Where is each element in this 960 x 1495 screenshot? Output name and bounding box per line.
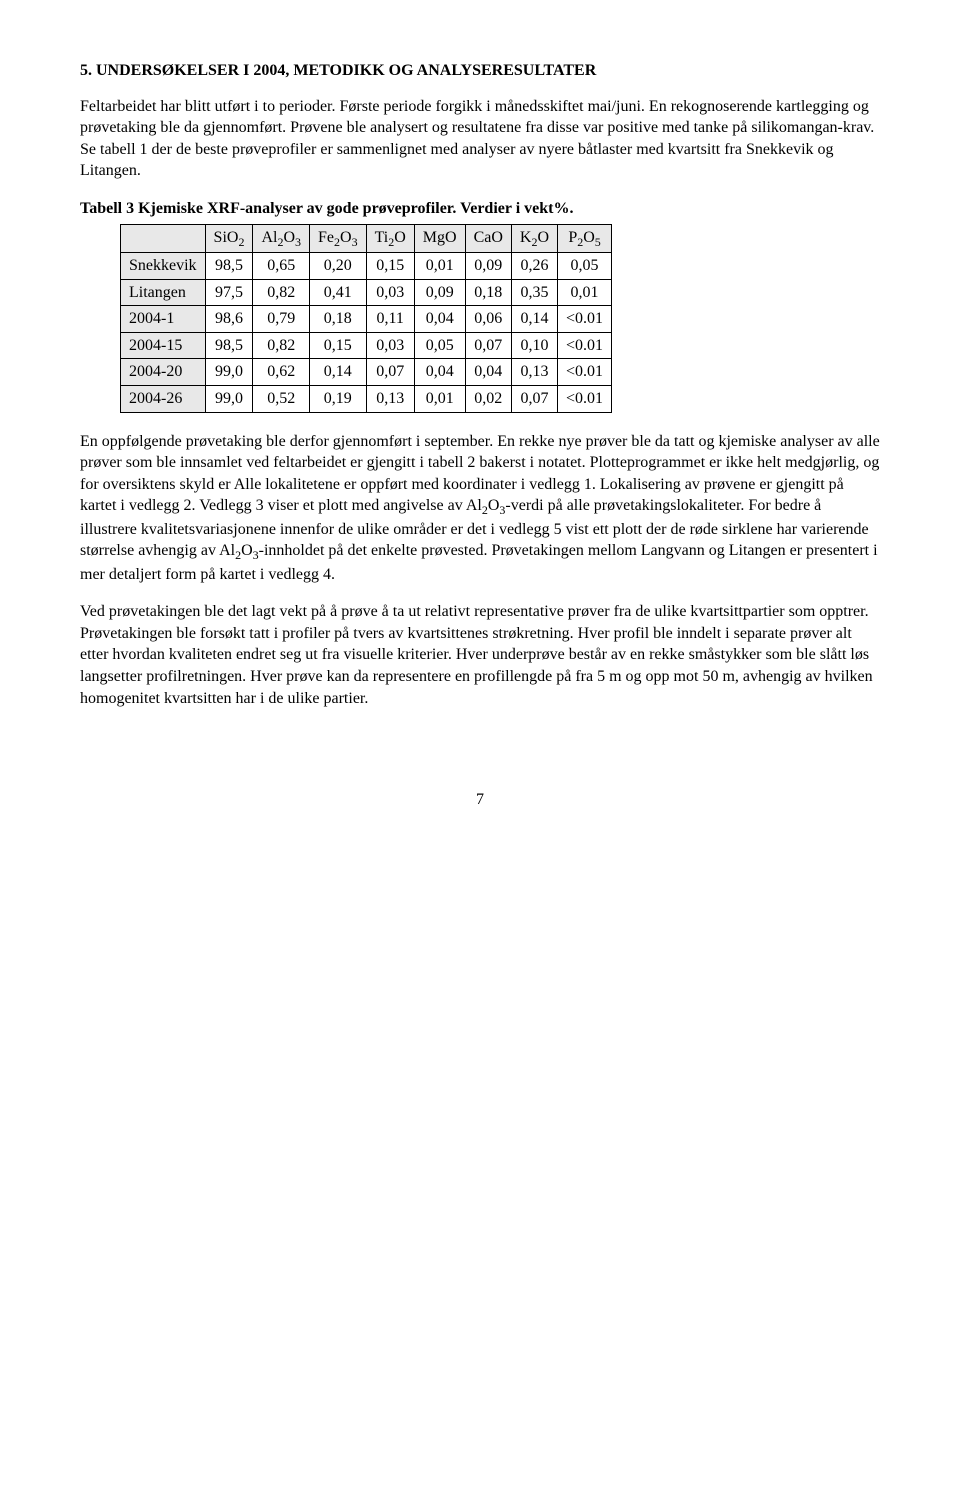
cell-value: 0,52 [253, 385, 310, 412]
cell-value: 0,20 [310, 252, 367, 279]
cell-value: 0,04 [414, 359, 465, 386]
cell-value: 0,11 [366, 306, 414, 333]
row-label: 2004-20 [121, 359, 206, 386]
cell-value: 0,19 [310, 385, 367, 412]
table-row: 2004-2699,00,520,190,130,010,020,07<0.01 [121, 385, 612, 412]
col-header: MgO [414, 224, 465, 252]
section-heading: 5. UNDERSØKELSER I 2004, METODIKK OG ANA… [80, 60, 880, 82]
cell-value: <0.01 [558, 332, 612, 359]
paragraph-2: En oppfølgende prøvetaking ble derfor gj… [80, 431, 880, 586]
paragraph-1: Feltarbeidet har blitt utført i to perio… [80, 96, 880, 182]
cell-value: 0,05 [414, 332, 465, 359]
cell-value: 0,07 [465, 332, 511, 359]
cell-value: 0,26 [511, 252, 557, 279]
cell-value: 0,01 [414, 252, 465, 279]
cell-value: 0,82 [253, 279, 310, 306]
table-row: 2004-2099,00,620,140,070,040,040,13<0.01 [121, 359, 612, 386]
col-header: K2O [511, 224, 557, 252]
cell-value: 0,04 [414, 306, 465, 333]
cell-value: 0,14 [511, 306, 557, 333]
cell-value: 0,35 [511, 279, 557, 306]
cell-value: 0,13 [511, 359, 557, 386]
cell-value: 0,15 [310, 332, 367, 359]
col-header: CaO [465, 224, 511, 252]
cell-value: 0,14 [310, 359, 367, 386]
cell-value: <0.01 [558, 359, 612, 386]
cell-value: 0,15 [366, 252, 414, 279]
cell-value: 0,82 [253, 332, 310, 359]
col-header: SiO2 [205, 224, 253, 252]
cell-value: 0,79 [253, 306, 310, 333]
cell-value: 0,03 [366, 279, 414, 306]
table-row: 2004-198,60,790,180,110,040,060,14<0.01 [121, 306, 612, 333]
cell-value: 0,65 [253, 252, 310, 279]
cell-value: 0,01 [414, 385, 465, 412]
cell-value: <0.01 [558, 306, 612, 333]
cell-value: 0,09 [414, 279, 465, 306]
blank-header [121, 224, 206, 252]
cell-value: 0,06 [465, 306, 511, 333]
cell-value: 0,05 [558, 252, 612, 279]
cell-value: 98,5 [205, 252, 253, 279]
col-header: Ti2O [366, 224, 414, 252]
cell-value: 0,13 [366, 385, 414, 412]
col-header: Fe2O3 [310, 224, 367, 252]
cell-value: 99,0 [205, 359, 253, 386]
table-row: Litangen97,50,820,410,030,090,180,350,01 [121, 279, 612, 306]
cell-value: 0,01 [558, 279, 612, 306]
cell-value: 0,09 [465, 252, 511, 279]
col-header: Al2O3 [253, 224, 310, 252]
cell-value: 0,04 [465, 359, 511, 386]
cell-value: 0,02 [465, 385, 511, 412]
cell-value: 0,18 [465, 279, 511, 306]
cell-value: 0,41 [310, 279, 367, 306]
table-header-row: SiO2 Al2O3 Fe2O3 Ti2O MgO CaO K2O P2O5 [121, 224, 612, 252]
xrf-table: SiO2 Al2O3 Fe2O3 Ti2O MgO CaO K2O P2O5 S… [120, 224, 612, 413]
page-number: 7 [80, 789, 880, 811]
cell-value: 0,18 [310, 306, 367, 333]
cell-value: 0,07 [366, 359, 414, 386]
cell-value: 98,5 [205, 332, 253, 359]
row-label: 2004-15 [121, 332, 206, 359]
al2o3-inline: 2O3 [482, 497, 506, 514]
paragraph-3: Ved prøvetakingen ble det lagt vekt på å… [80, 601, 880, 709]
cell-value: 0,03 [366, 332, 414, 359]
cell-value: 98,6 [205, 306, 253, 333]
row-label: Litangen [121, 279, 206, 306]
al2o3-inline: 2O3 [235, 542, 259, 559]
row-label: 2004-26 [121, 385, 206, 412]
cell-value: 0,10 [511, 332, 557, 359]
row-label: Snekkevik [121, 252, 206, 279]
table-caption: Tabell 3 Kjemiske XRF-analyser av gode p… [80, 198, 880, 220]
cell-value: 0,07 [511, 385, 557, 412]
col-header: P2O5 [558, 224, 612, 252]
cell-value: 97,5 [205, 279, 253, 306]
table-row: 2004-1598,50,820,150,030,050,070,10<0.01 [121, 332, 612, 359]
row-label: 2004-1 [121, 306, 206, 333]
cell-value: <0.01 [558, 385, 612, 412]
cell-value: 0,62 [253, 359, 310, 386]
cell-value: 99,0 [205, 385, 253, 412]
table-row: Snekkevik98,50,650,200,150,010,090,260,0… [121, 252, 612, 279]
